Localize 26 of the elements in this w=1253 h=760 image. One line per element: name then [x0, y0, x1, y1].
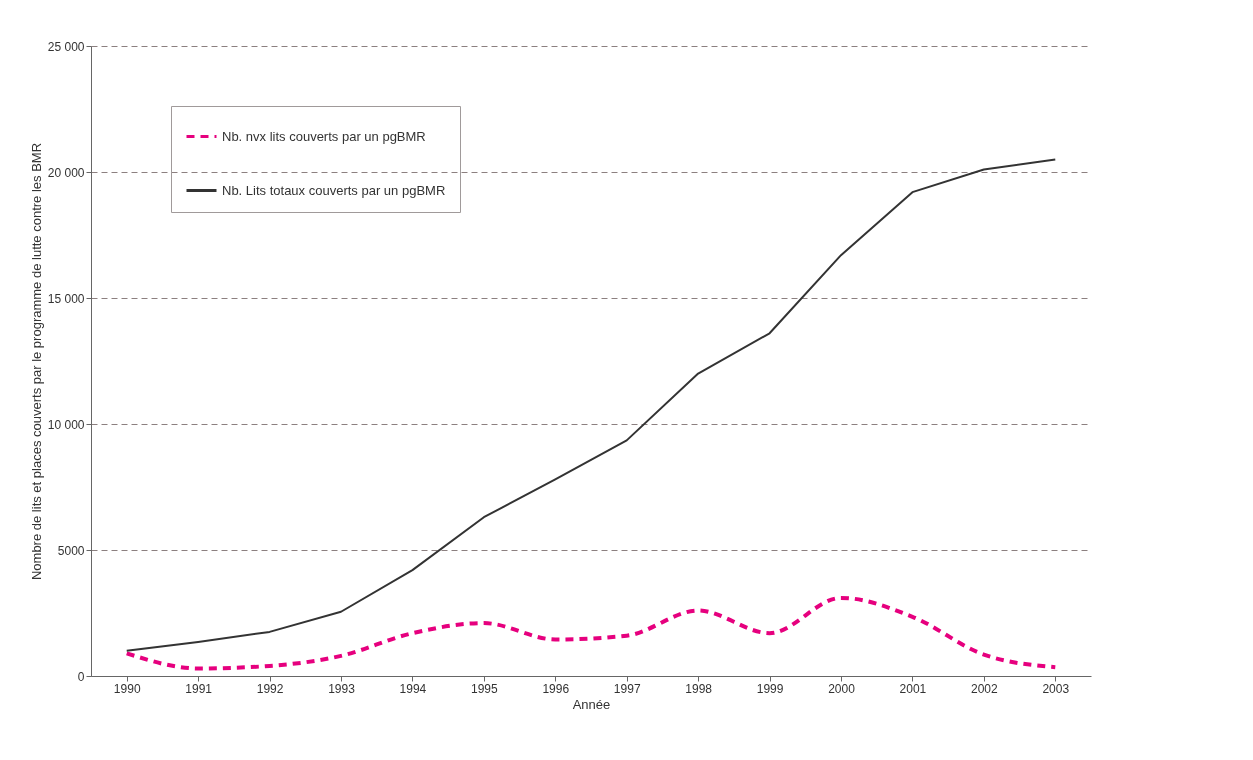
legend-label: Nb. Lits totaux couverts par un pgBMR [222, 182, 446, 198]
x-tick-label: 1990 [113, 681, 141, 696]
x-tick-label: 2002 [971, 681, 999, 696]
y-axis-title: Nombre de lits et places couverts par le programme de lutte contre les BMR [28, 142, 44, 581]
x-tick-label: 2000 [828, 681, 856, 696]
x-tick-label: 1992 [256, 681, 284, 696]
line-series [124, 595, 1058, 671]
y-tick-label: 15 000 [47, 291, 85, 306]
x-tick-label: 1994 [399, 681, 427, 696]
x-tick-label: 1995 [471, 681, 499, 696]
y-tick-label: 20 000 [47, 165, 85, 180]
y-tick-label: 10 000 [47, 417, 85, 432]
x-tick-label: 1996 [542, 681, 570, 696]
x-tick-label: 2003 [1042, 681, 1070, 696]
y-tick-label: 25 000 [47, 39, 85, 54]
x-tick-label: 1993 [328, 681, 356, 696]
line-series [125, 158, 1057, 652]
x-tick-label: 1991 [185, 681, 213, 696]
x-tick-label: 1999 [756, 681, 784, 696]
y-tick-label: 5000 [57, 543, 85, 558]
x-axis-title: Année [572, 696, 611, 712]
x-tick-label: 1998 [685, 681, 713, 696]
y-tick-label: 0 [77, 669, 85, 684]
x-tick-label: 2001 [899, 681, 927, 696]
legend-label: Nb. nvx lits couverts par un pgBMR [222, 128, 426, 144]
x-tick-label: 1997 [613, 681, 641, 696]
